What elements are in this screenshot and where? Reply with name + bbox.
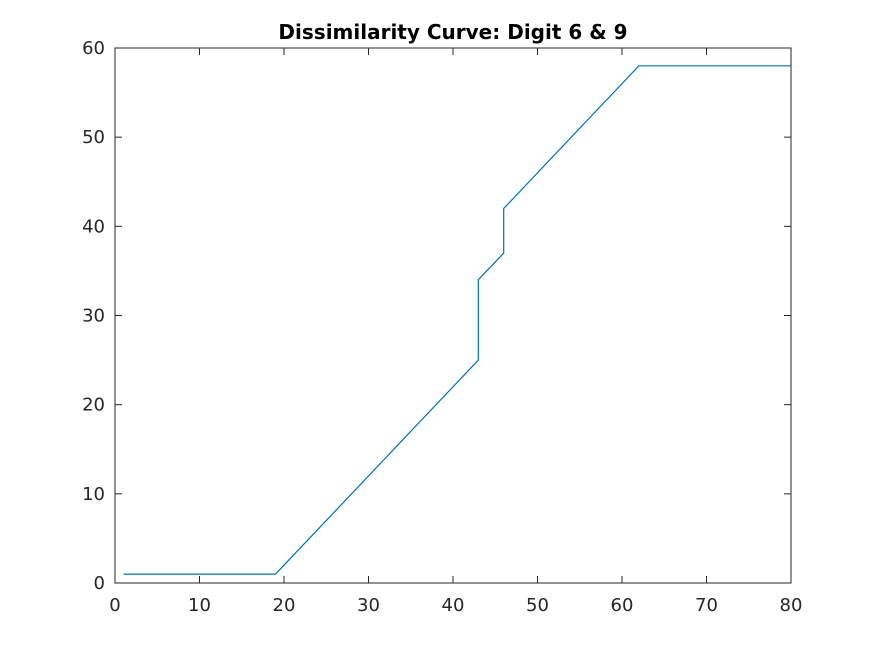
- x-tick-label: 80: [780, 595, 803, 616]
- y-tick-label: 60: [82, 38, 105, 59]
- x-tick-label: 10: [188, 595, 211, 616]
- y-tick-label: 30: [82, 306, 105, 327]
- series-layer: [123, 65, 791, 575]
- x-tick-label: 0: [109, 595, 120, 616]
- y-tick-label: 40: [82, 216, 105, 237]
- x-tick-label: 30: [357, 595, 380, 616]
- chart-title: Dissimilarity Curve: Digit 6 & 9: [278, 20, 627, 44]
- series-line: [123, 65, 791, 575]
- ticks-layer: 0 10 20 30 40 50 60 70 80 0 10 20 30 40 50 60: [82, 38, 802, 616]
- y-tick-label: 10: [82, 484, 105, 505]
- x-tick-label: 40: [442, 595, 465, 616]
- x-tick-label: 50: [526, 595, 549, 616]
- y-tick-label: 50: [82, 127, 105, 148]
- plot-frame: [114, 47, 792, 584]
- plot-area: [115, 48, 791, 583]
- y-tick-label: 20: [82, 395, 105, 416]
- y-tick-label: 0: [94, 573, 105, 594]
- x-tick-label: 20: [273, 595, 296, 616]
- x-tick-label: 70: [695, 595, 718, 616]
- x-tick-label: 60: [611, 595, 634, 616]
